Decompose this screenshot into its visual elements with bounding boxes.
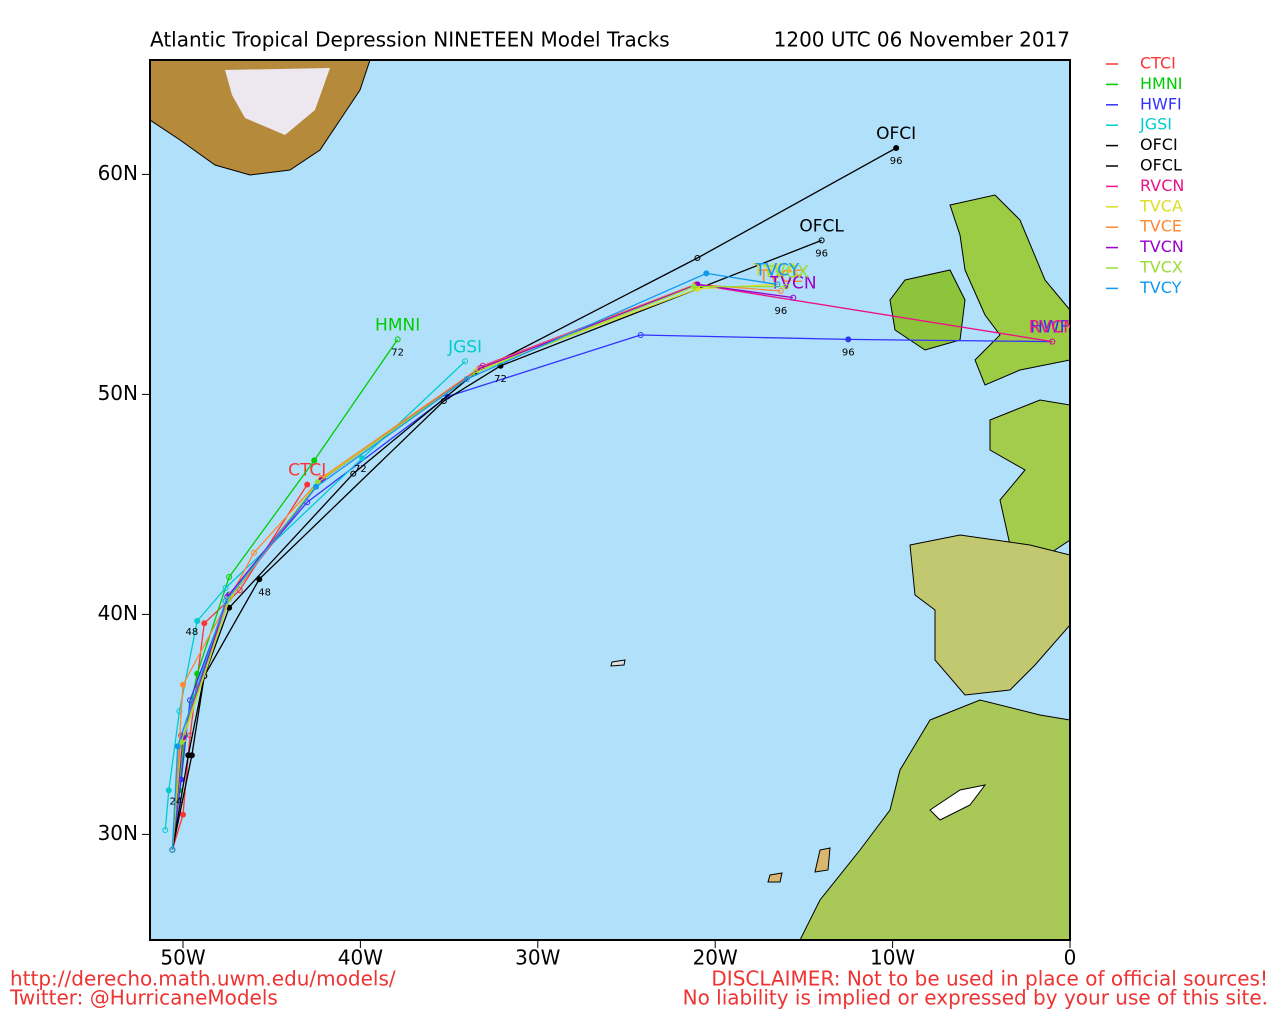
track-label: OFCL [799,216,844,236]
track-point [462,358,469,365]
track-point [304,481,311,488]
hour-label: 24 [170,796,183,807]
track-label: TVCA [752,260,799,280]
track-point [440,398,447,404]
x-tick-label: 50W [160,946,205,970]
hour-label: 48 [258,587,271,598]
track-point [463,376,470,382]
plot-frame [149,59,1071,941]
legend-label: HWFI [1140,94,1182,113]
track-point [174,743,181,750]
legend-label: RVCN [1140,176,1184,195]
track-point [703,270,710,277]
x-tick-label: 0 [1064,946,1077,970]
legend-label: JGSI [1139,115,1172,134]
track-point [165,787,172,794]
land [150,60,1070,940]
legend-label: TVCN [1139,237,1184,256]
hour-label: 72 [391,348,404,359]
y-tick-label: 40N [98,601,138,625]
track-point [185,752,192,759]
disclaimer: No liability is implied or expressed by … [683,986,1268,1010]
track-point [179,681,186,688]
track-point [893,145,900,151]
track-point [783,283,790,290]
x-tick-label: 30W [515,946,560,970]
legend-label: TVCE [1139,217,1182,236]
track-label: TVCN [769,274,817,294]
track-point [256,576,263,583]
hour-label: 48 [185,627,198,638]
track-label: TVCE [758,267,804,287]
hour-label: 96 [774,306,787,317]
y-tick-label: 50N [98,381,138,405]
hour-label: 72 [494,374,507,385]
hour-label: 72 [354,464,367,475]
hour-label: 96 [815,249,828,260]
track-point [394,336,401,343]
track-point [176,708,183,715]
track-point [637,332,644,338]
chart-title: Atlantic Tropical Depression NINETEEN Mo… [150,28,670,52]
track-label: TVCX [762,263,809,283]
disclaimer: DISCLAIMER: Not to be used in place of o… [711,967,1268,991]
y-tick-label: 60N [98,161,138,185]
track-point [350,470,357,477]
track [171,334,1053,850]
track-label: HMNI [375,315,420,335]
track-point [313,483,320,490]
track-point [222,598,229,605]
legend-label: TVCY [1139,278,1182,297]
x-tick-label: 10W [870,946,915,970]
track-point [845,336,852,343]
track-point [236,587,243,594]
track-point [201,620,208,627]
legend-label: TVCX [1139,258,1183,277]
x-tick-label: 20W [693,946,738,970]
track-point [179,811,186,818]
y-tick-label: 30N [98,821,138,845]
track-point [818,237,825,244]
chart-subtitle: 1200 UTC 06 November 2017 [774,28,1070,52]
track [171,147,897,850]
x-tick-label: 40W [338,946,383,970]
hour-label: 96 [890,156,903,167]
track-point [226,574,233,580]
track-point [250,549,257,556]
track-point [777,288,784,294]
legend-label: TVCA [1139,196,1183,215]
track-label: TVCY [754,260,800,280]
legend-label: HMNI [1140,74,1183,93]
track-point [694,255,701,261]
track-point [194,618,201,624]
track-point [222,585,229,591]
track-label: OFCI [876,124,916,144]
track-point [311,457,318,464]
track-point [169,846,176,853]
legend-label: CTCI [1140,54,1176,73]
track-point [774,281,781,288]
track-point [790,294,797,301]
footer-twitter: Twitter: @HurricaneModels [9,986,278,1010]
track-label: RVCN [1029,318,1076,338]
track-point [162,827,169,833]
track-label: HWFI [1030,318,1074,338]
footer-url: http://derecho.math.uwm.edu/models/ [10,967,396,991]
track-label: JGSI [447,337,482,357]
legend-label: OFCI [1140,135,1178,154]
track-point [359,455,366,462]
track-point [1049,338,1056,345]
legend-label: OFCL [1140,156,1182,175]
track-point [690,283,697,290]
hour-label: 96 [842,348,855,359]
